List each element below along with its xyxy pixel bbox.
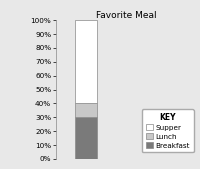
Bar: [75, 103, 97, 117]
Bar: [75, 117, 97, 159]
Bar: [75, 20, 97, 103]
Title: Favorite Meal: Favorite Meal: [96, 10, 156, 19]
Legend: Supper, Lunch, Breakfast: Supper, Lunch, Breakfast: [142, 109, 194, 152]
